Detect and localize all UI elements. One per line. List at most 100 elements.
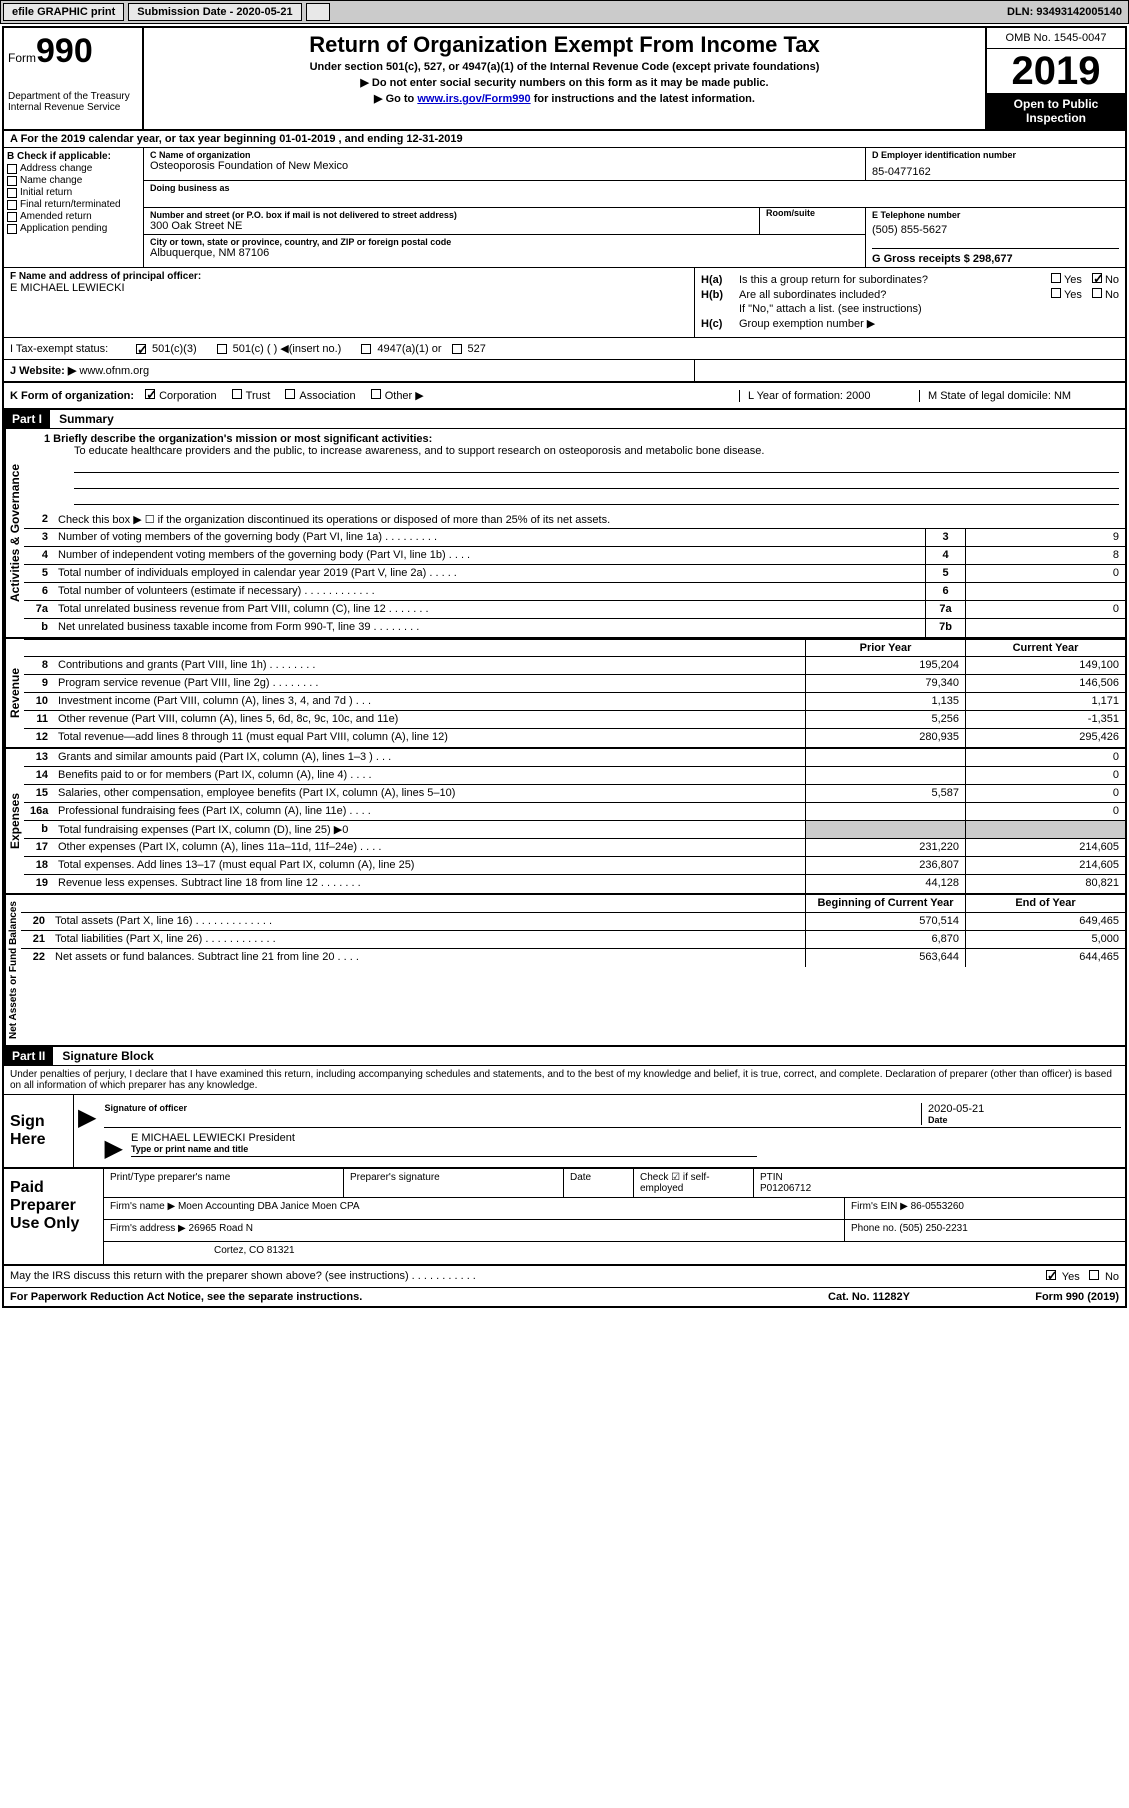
paid-preparer-section: Paid Preparer Use Only Print/Type prepar…: [4, 1169, 1125, 1266]
checkbox-hb-yes[interactable]: [1051, 288, 1061, 298]
governance-vert-label: Activities & Governance: [4, 429, 24, 637]
l-year-formation: L Year of formation: 2000: [739, 390, 919, 402]
prior-year-header: Prior Year: [805, 640, 965, 656]
checkbox-trust[interactable]: [232, 389, 242, 399]
city-label: City or town, state or province, country…: [150, 237, 859, 247]
check-self-employed: Check ☑ if self-employed: [634, 1169, 754, 1197]
checkbox-initial-return[interactable]: [7, 188, 17, 198]
inst-pre: ▶ Go to: [374, 93, 417, 105]
form-header: Form990 Department of the Treasury Inter…: [4, 28, 1125, 131]
i-opt4: 527: [468, 343, 486, 355]
firm-addr1: 26965 Road N: [189, 1223, 254, 1234]
sig-date-value: 2020-05-21: [928, 1103, 1115, 1115]
netassets-vert-label: Net Assets or Fund Balances: [4, 895, 21, 1045]
checkbox-ha-no[interactable]: [1092, 273, 1102, 283]
checkbox-501c[interactable]: [217, 344, 227, 354]
toolbar: efile GRAPHIC print Submission Date - 20…: [0, 0, 1129, 24]
i-opt3: 4947(a)(1) or: [377, 343, 441, 355]
ein-value: 85-0477162: [872, 166, 1119, 178]
org-name: Osteoporosis Foundation of New Mexico: [150, 160, 865, 172]
part-1-header: Part I Summary: [4, 410, 1125, 429]
f-label: F Name and address of principal officer:: [10, 271, 688, 282]
section-bcd: B Check if applicable: Address change Na…: [4, 148, 1125, 268]
sign-here-label: Sign Here: [4, 1095, 74, 1167]
form-subtitle-2: ▶ Do not enter social security numbers o…: [148, 76, 981, 89]
checkbox-amended[interactable]: [7, 212, 17, 222]
paid-preparer-label: Paid Preparer Use Only: [4, 1169, 104, 1264]
section-i: I Tax-exempt status: 501(c)(3) 501(c) ( …: [4, 338, 1125, 360]
k-opt-0: Corporation: [159, 390, 216, 402]
form-990: Form990 Department of the Treasury Inter…: [2, 26, 1127, 1308]
inst-post: for instructions and the latest informat…: [531, 93, 755, 105]
firm-ein-value: 86-0553260: [911, 1201, 964, 1212]
checkbox-final-return[interactable]: [7, 200, 17, 210]
yes-label: Yes: [1062, 1271, 1080, 1283]
part-2-title: Signature Block: [56, 1047, 159, 1065]
checkbox-ha-yes[interactable]: [1051, 273, 1061, 283]
b-label: B Check if applicable:: [7, 151, 140, 162]
end-year-header: End of Year: [965, 895, 1125, 912]
i-opt1: 501(c)(3): [152, 343, 197, 355]
i-opt2: 501(c) ( ) ◀(insert no.): [233, 342, 342, 355]
netassets-section: Net Assets or Fund Balances Beginning of…: [4, 895, 1125, 1047]
submission-date-button[interactable]: Submission Date - 2020-05-21: [128, 3, 301, 21]
ha-text: Is this a group return for subordinates?: [739, 274, 1051, 286]
open-public-badge: Open to Public Inspection: [987, 93, 1125, 129]
checkbox-527[interactable]: [452, 344, 462, 354]
section-f: F Name and address of principal officer:…: [4, 268, 695, 337]
section-fgh: F Name and address of principal officer:…: [4, 268, 1125, 338]
checkbox-name-change[interactable]: [7, 176, 17, 186]
form-instructions: ▶ Go to www.irs.gov/Form990 for instruct…: [148, 92, 981, 105]
g-gross-receipts: G Gross receipts $ 298,677: [872, 248, 1119, 265]
sig-name-value: E MICHAEL LEWIECKI President: [131, 1132, 757, 1144]
part-1-badge: Part I: [4, 410, 50, 428]
m-state-domicile: M State of legal domicile: NM: [919, 390, 1119, 402]
no-label: No: [1105, 1271, 1119, 1283]
c-name-label: C Name of organization: [150, 150, 865, 160]
e-label: E Telephone number: [872, 210, 1119, 220]
paperwork-notice: For Paperwork Reduction Act Notice, see …: [10, 1291, 769, 1303]
discuss-row: May the IRS discuss this return with the…: [4, 1266, 1125, 1288]
firm-addr2: Cortez, CO 81321: [104, 1242, 1125, 1264]
dln-label: DLN: 93493142005140: [1007, 6, 1128, 18]
section-a: A For the 2019 calendar year, or tax yea…: [4, 131, 1125, 148]
checkbox-corporation[interactable]: [145, 389, 155, 399]
checkbox-4947[interactable]: [361, 344, 371, 354]
mission-block: 1 Briefly describe the organization's mi…: [24, 429, 1125, 511]
i-label: I Tax-exempt status:: [10, 343, 130, 355]
checkbox-discuss-yes[interactable]: [1046, 1270, 1056, 1280]
footer: For Paperwork Reduction Act Notice, see …: [4, 1288, 1125, 1306]
irs-link[interactable]: www.irs.gov/Form990: [417, 93, 530, 105]
hb-note: If "No," attach a list. (see instruction…: [739, 303, 922, 315]
j-label: J Website: ▶: [10, 365, 76, 377]
begin-year-header: Beginning of Current Year: [805, 895, 965, 912]
sig-date-label: Date: [928, 1115, 1115, 1125]
checkbox-hb-no[interactable]: [1092, 288, 1102, 298]
checkbox-501c3[interactable]: [136, 344, 146, 354]
part-2-badge: Part II: [4, 1047, 53, 1065]
section-cd: C Name of organization Osteoporosis Foun…: [144, 148, 1125, 267]
checkbox-other[interactable]: [371, 389, 381, 399]
governance-section: Activities & Governance 1 Briefly descri…: [4, 429, 1125, 639]
k-opt-3: Other ▶: [385, 390, 424, 402]
cat-number: Cat. No. 11282Y: [769, 1291, 969, 1303]
phone-value: (505) 855-5627: [872, 224, 1119, 236]
efile-print-button[interactable]: efile GRAPHIC print: [3, 3, 124, 21]
street-address: 300 Oak Street NE: [150, 220, 753, 232]
blank-button[interactable]: [306, 3, 330, 21]
checkbox-pending[interactable]: [7, 224, 17, 234]
checkbox-discuss-no[interactable]: [1089, 1270, 1099, 1280]
header-right: OMB No. 1545-0047 2019 Open to Public In…: [985, 28, 1125, 129]
prep-date-label: Date: [564, 1169, 634, 1197]
checkbox-association[interactable]: [285, 389, 295, 399]
d-label: D Employer identification number: [872, 150, 1119, 160]
hc-text: Group exemption number ▶: [739, 317, 875, 330]
k-opt-1: Trust: [246, 390, 271, 402]
checkbox-address-change[interactable]: [7, 164, 17, 174]
omb-number: OMB No. 1545-0047: [987, 28, 1125, 49]
b-opt-4: Amended return: [20, 211, 92, 222]
form-footer: Form 990 (2019): [969, 1291, 1119, 1303]
b-opt-2: Initial return: [20, 187, 72, 198]
penalty-statement: Under penalties of perjury, I declare th…: [4, 1066, 1125, 1095]
hb-text: Are all subordinates included?: [739, 289, 1051, 301]
